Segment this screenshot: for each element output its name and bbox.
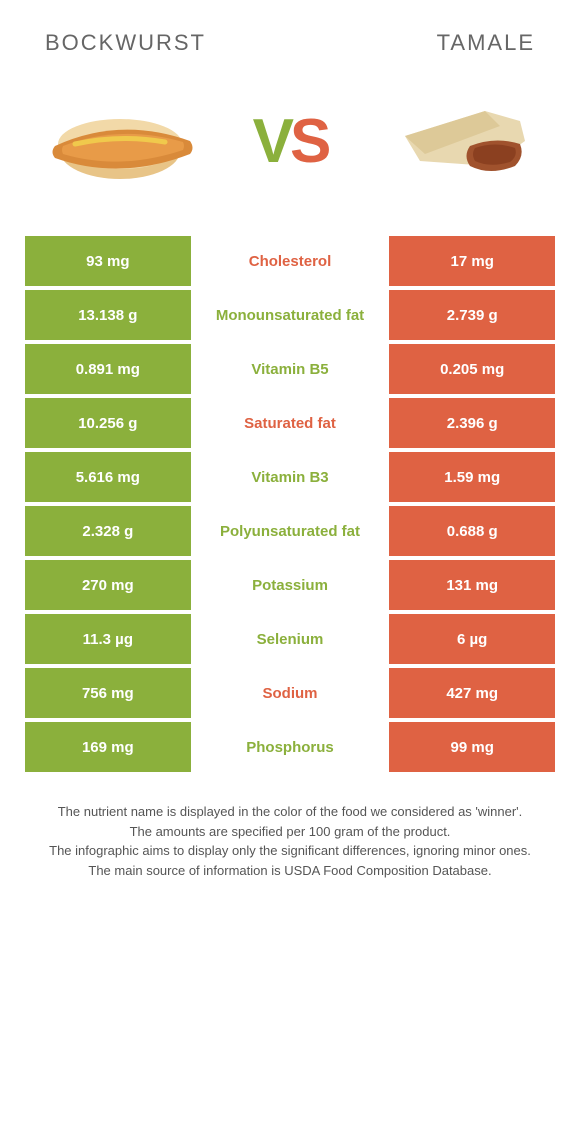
value-left: 756 mg	[25, 668, 191, 718]
table-row: 5.616 mgVitamin B31.59 mg	[25, 452, 555, 502]
table-row: 2.328 gPolyunsaturated fat0.688 g	[25, 506, 555, 556]
table-row: 13.138 gMonounsaturated fat2.739 g	[25, 290, 555, 340]
table-row: 0.891 mgVitamin B50.205 mg	[25, 344, 555, 394]
value-right: 427 mg	[389, 668, 555, 718]
nutrient-label: Monounsaturated fat	[191, 290, 390, 340]
food-title-right: TAMALE	[437, 30, 535, 56]
nutrient-label: Vitamin B3	[191, 452, 390, 502]
bockwurst-icon	[35, 86, 205, 196]
vs-letter-v: V	[253, 107, 290, 176]
table-row: 756 mgSodium427 mg	[25, 668, 555, 718]
value-left: 13.138 g	[25, 290, 191, 340]
value-left: 93 mg	[25, 236, 191, 286]
nutrient-label: Cholesterol	[191, 236, 390, 286]
tamale-icon	[375, 86, 545, 196]
vs-letter-s: S	[290, 107, 327, 176]
value-left: 169 mg	[25, 722, 191, 772]
footer-line: The amounts are specified per 100 gram o…	[35, 822, 545, 842]
vs-label: VS	[253, 106, 328, 177]
value-right: 2.396 g	[389, 398, 555, 448]
nutrient-table: 93 mgCholesterol17 mg13.138 gMonounsatur…	[25, 236, 555, 802]
nutrient-label: Phosphorus	[191, 722, 390, 772]
footer-notes: The nutrient name is displayed in the co…	[25, 802, 555, 880]
footer-line: The infographic aims to display only the…	[35, 841, 545, 861]
table-row: 10.256 gSaturated fat2.396 g	[25, 398, 555, 448]
value-right: 131 mg	[389, 560, 555, 610]
value-left: 5.616 mg	[25, 452, 191, 502]
images-row: VS	[25, 86, 555, 236]
value-right: 0.205 mg	[389, 344, 555, 394]
table-row: 169 mgPhosphorus99 mg	[25, 722, 555, 772]
table-row: 270 mgPotassium131 mg	[25, 560, 555, 610]
value-left: 10.256 g	[25, 398, 191, 448]
nutrient-label: Vitamin B5	[191, 344, 390, 394]
bockwurst-image	[35, 86, 205, 196]
value-right: 1.59 mg	[389, 452, 555, 502]
footer-line: The main source of information is USDA F…	[35, 861, 545, 881]
table-row: 11.3 µgSelenium6 µg	[25, 614, 555, 664]
tamale-image	[375, 86, 545, 196]
footer-line: The nutrient name is displayed in the co…	[35, 802, 545, 822]
nutrient-label: Potassium	[191, 560, 390, 610]
nutrient-label: Polyunsaturated fat	[191, 506, 390, 556]
value-right: 0.688 g	[389, 506, 555, 556]
value-left: 270 mg	[25, 560, 191, 610]
value-left: 0.891 mg	[25, 344, 191, 394]
nutrient-label: Saturated fat	[191, 398, 390, 448]
value-left: 11.3 µg	[25, 614, 191, 664]
value-right: 6 µg	[389, 614, 555, 664]
table-row: 93 mgCholesterol17 mg	[25, 236, 555, 286]
nutrient-label: Sodium	[191, 668, 390, 718]
value-left: 2.328 g	[25, 506, 191, 556]
value-right: 17 mg	[389, 236, 555, 286]
nutrient-label: Selenium	[191, 614, 390, 664]
food-title-left: BOCKWURST	[45, 30, 206, 56]
header-row: BOCKWURST TAMALE	[25, 30, 555, 86]
value-right: 99 mg	[389, 722, 555, 772]
value-right: 2.739 g	[389, 290, 555, 340]
